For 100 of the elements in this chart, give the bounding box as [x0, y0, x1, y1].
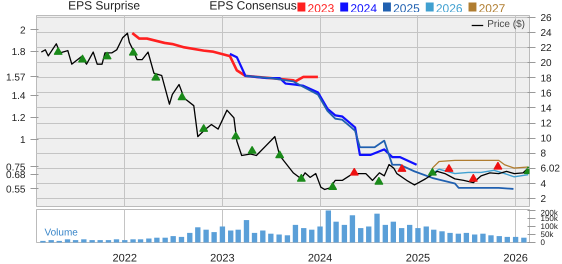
bar — [342, 224, 348, 242]
bar — [203, 230, 209, 242]
bar — [187, 232, 192, 242]
y2-tick-label: 14 — [540, 103, 552, 114]
y-tick-label: 2 — [20, 25, 26, 36]
point — [493, 162, 502, 170]
bar — [456, 234, 462, 242]
point — [350, 168, 359, 176]
y2-tick-label: 4 — [540, 178, 546, 190]
bar — [504, 236, 510, 242]
point — [428, 168, 437, 176]
bar — [366, 226, 372, 242]
point — [54, 46, 63, 55]
point — [199, 124, 208, 132]
y2-tick-label: 16 — [540, 88, 552, 100]
x-tick-label: 2026 — [503, 252, 528, 264]
bar — [496, 236, 502, 242]
bar — [252, 232, 258, 242]
point — [468, 174, 478, 182]
bar — [81, 239, 87, 242]
bar — [284, 235, 290, 242]
point — [374, 176, 384, 185]
point — [444, 164, 454, 172]
bar — [170, 236, 176, 242]
point — [296, 174, 306, 182]
bar — [415, 228, 421, 242]
bar — [154, 238, 160, 242]
x-tick-label: 2022 — [112, 252, 138, 264]
y-tick-label: 0 — [540, 238, 546, 247]
bar — [472, 234, 478, 242]
y2-tick-label: 6.02 — [540, 164, 560, 175]
bar — [350, 215, 356, 242]
x-tick-label: 2024 — [308, 252, 332, 264]
bar — [268, 234, 274, 242]
bar — [480, 234, 486, 242]
point — [151, 72, 160, 81]
bar — [512, 236, 518, 242]
bar — [220, 226, 226, 242]
bar — [228, 230, 234, 242]
bar — [260, 230, 266, 242]
bar — [276, 234, 282, 242]
bar — [358, 228, 364, 242]
chart-title: EPS Surprise — [68, 0, 140, 12]
point — [397, 164, 406, 172]
bar — [292, 224, 298, 242]
bar — [488, 235, 494, 242]
y2-tick-label: 22 — [540, 43, 552, 54]
bar — [447, 232, 453, 242]
bar — [521, 238, 527, 242]
bar — [236, 230, 241, 242]
bar — [244, 220, 250, 242]
x-tick-label: 2025 — [406, 252, 430, 264]
y2-tick-label: 10 — [540, 134, 552, 145]
legend-label: Price ($) — [487, 19, 525, 30]
point — [275, 150, 284, 158]
x-tick-label: 2023 — [210, 252, 235, 264]
bar — [398, 228, 404, 242]
bar — [431, 230, 436, 242]
bar — [178, 236, 184, 242]
y-tick-label: 1.57 — [6, 72, 26, 84]
line-series — [228, 52, 418, 166]
bar — [301, 228, 306, 242]
y2-tick-label: 18 — [540, 73, 552, 84]
line-series — [244, 74, 514, 190]
y2-tick-label: 26 — [540, 12, 552, 24]
y2-tick-label: 8 — [540, 148, 546, 160]
point — [102, 52, 112, 60]
point — [248, 146, 257, 154]
point — [231, 132, 240, 140]
bar — [317, 226, 323, 242]
point — [178, 92, 187, 100]
bar — [390, 222, 396, 242]
bar — [439, 231, 445, 242]
y-tick-label: 100k — [540, 222, 559, 231]
bar — [195, 227, 200, 242]
y-tick-label: 1.4 — [12, 91, 26, 102]
text: Volume — [44, 228, 78, 238]
y2-tick-label: 20 — [540, 58, 552, 70]
y-tick-label: 0.55 — [6, 184, 26, 196]
bar — [464, 232, 470, 242]
y-tick-label: 0.68 — [6, 170, 26, 182]
y-tick-label: 1.8 — [12, 47, 26, 58]
bar — [146, 238, 152, 242]
point — [328, 182, 338, 190]
bar — [162, 238, 168, 242]
y-tick-label: 1 — [20, 135, 26, 146]
legend-title: EPS Consensus — [209, 0, 297, 12]
point — [78, 54, 88, 62]
y2-tick-label: 24 — [540, 28, 552, 39]
bar — [424, 226, 429, 242]
bar — [406, 224, 412, 242]
bar — [374, 214, 380, 242]
bar — [309, 230, 314, 242]
bar — [382, 224, 388, 242]
line-series — [40, 32, 529, 190]
bar — [211, 232, 217, 242]
y-tick-label: 50k — [540, 230, 554, 239]
point — [128, 48, 138, 56]
bar — [326, 210, 332, 242]
bar — [333, 222, 339, 242]
